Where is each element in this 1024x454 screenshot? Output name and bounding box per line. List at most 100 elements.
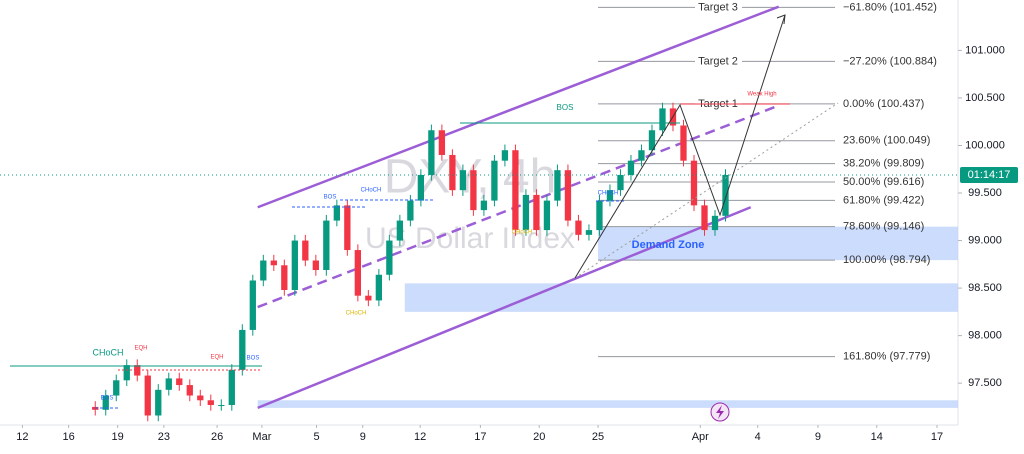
y-tick-label: 100.000 [965, 139, 1005, 151]
x-tick-label: 4 [755, 431, 761, 443]
candle-body [165, 378, 172, 390]
x-tick-label: 26 [211, 431, 223, 443]
candle-body [228, 369, 235, 406]
candle-body [281, 265, 288, 290]
alert-icon [710, 402, 730, 422]
candle-body [102, 395, 109, 410]
candle-body [533, 194, 540, 231]
structure-lines [10, 14, 839, 409]
candle-body [323, 220, 330, 271]
candle-body [522, 194, 530, 231]
candle-body [155, 389, 162, 416]
candle-body [554, 170, 561, 201]
candle-body [134, 365, 141, 376]
candle-body [417, 174, 425, 201]
zone [257, 400, 958, 408]
channel-line [257, 206, 752, 410]
price-tag [960, 166, 1018, 183]
y-tick-label: 98.000 [968, 330, 1002, 342]
candle-body [480, 200, 488, 211]
candle-body [459, 170, 467, 191]
annotation: BOS [557, 103, 574, 112]
x-tick-label: 17 [474, 431, 486, 443]
candle-body [491, 160, 498, 201]
candle-body [575, 220, 582, 235]
candle-body [123, 365, 130, 381]
annotation: CHoCH [512, 230, 533, 236]
fib-label: 161.80% (97.779) [843, 351, 930, 363]
candle-body [186, 385, 193, 396]
fib-label: 38.20% (99.809) [843, 158, 924, 170]
channel-line [257, 5, 780, 209]
candle-body [365, 295, 372, 301]
candle-body [396, 220, 404, 241]
candle-body [302, 240, 309, 261]
candle-body [291, 240, 298, 290]
candle-body [344, 205, 351, 251]
fib-label: −27.20% (100.884) [843, 55, 937, 67]
candle-body [648, 130, 656, 151]
y-tick-label: 101.000 [965, 44, 1005, 56]
candle-body [176, 378, 183, 386]
x-tick-label: 14 [871, 431, 883, 443]
annotation: CHoCH [361, 188, 382, 194]
x-tick-label: 17 [931, 431, 943, 443]
zone [598, 226, 958, 261]
x-tick-label: 25 [592, 431, 604, 443]
candle-body [144, 375, 151, 416]
y-tick-label: 99.000 [968, 234, 1002, 246]
candle-body [690, 160, 698, 206]
y-tick-label: 100.500 [965, 92, 1005, 104]
candle-body [638, 150, 645, 161]
candle-body [501, 150, 509, 161]
target-label: Target 3 [698, 1, 738, 13]
candle-body [407, 200, 414, 221]
candle-body [470, 170, 477, 211]
annotation: BOS [324, 195, 337, 201]
candle-body [270, 260, 277, 266]
annotation: BOS [247, 356, 260, 362]
x-tick-label: Apr [692, 431, 709, 443]
x-tick-label: 19 [112, 431, 124, 443]
candle-body [564, 170, 572, 221]
x-tick-label: Mar [252, 431, 271, 443]
watermark-subtitle: US Dollar Index [365, 222, 575, 255]
fib-label: 50.00% (99.616) [843, 176, 924, 188]
annotation: CHoCH [346, 311, 367, 317]
fib-label: 78.60% (99.146) [843, 221, 924, 233]
x-tick-label: 9 [360, 431, 366, 443]
zone [404, 283, 958, 312]
fib-label: 0.00% (100.437) [843, 98, 924, 110]
annotation: EQH [210, 355, 223, 361]
candle-body [722, 174, 729, 216]
candle-body [701, 205, 708, 231]
candle-body [680, 125, 687, 161]
x-tick-label: 16 [63, 431, 75, 443]
candle-body [312, 260, 319, 271]
candle-body [438, 130, 446, 155]
x-tick-label: 9 [815, 431, 821, 443]
candle-body [585, 230, 593, 235]
fib-label: 23.60% (100.049) [843, 135, 930, 147]
candle-body [627, 160, 635, 175]
zone-label: Demand Zone [632, 239, 705, 251]
annotation: CHoCH [598, 191, 619, 197]
candle-body [260, 260, 267, 281]
candle-body [218, 405, 225, 407]
icon-bolt [716, 405, 724, 419]
x-tick-label: 23 [158, 431, 170, 443]
fib-label: 61.80% (99.422) [843, 194, 924, 206]
candle-body [333, 205, 340, 221]
candle-body [617, 174, 624, 191]
candle-body [543, 200, 551, 231]
y-tick-label: 99.500 [968, 187, 1002, 199]
candle-body [596, 200, 603, 231]
fib-label: −61.80% (101.452) [843, 1, 937, 13]
candle-body [386, 240, 393, 275]
candle-body [354, 250, 362, 296]
target-label: Target 2 [698, 55, 738, 67]
candle-body [711, 215, 719, 231]
annotation: CHoCH [92, 347, 123, 357]
projection-path [574, 14, 786, 279]
